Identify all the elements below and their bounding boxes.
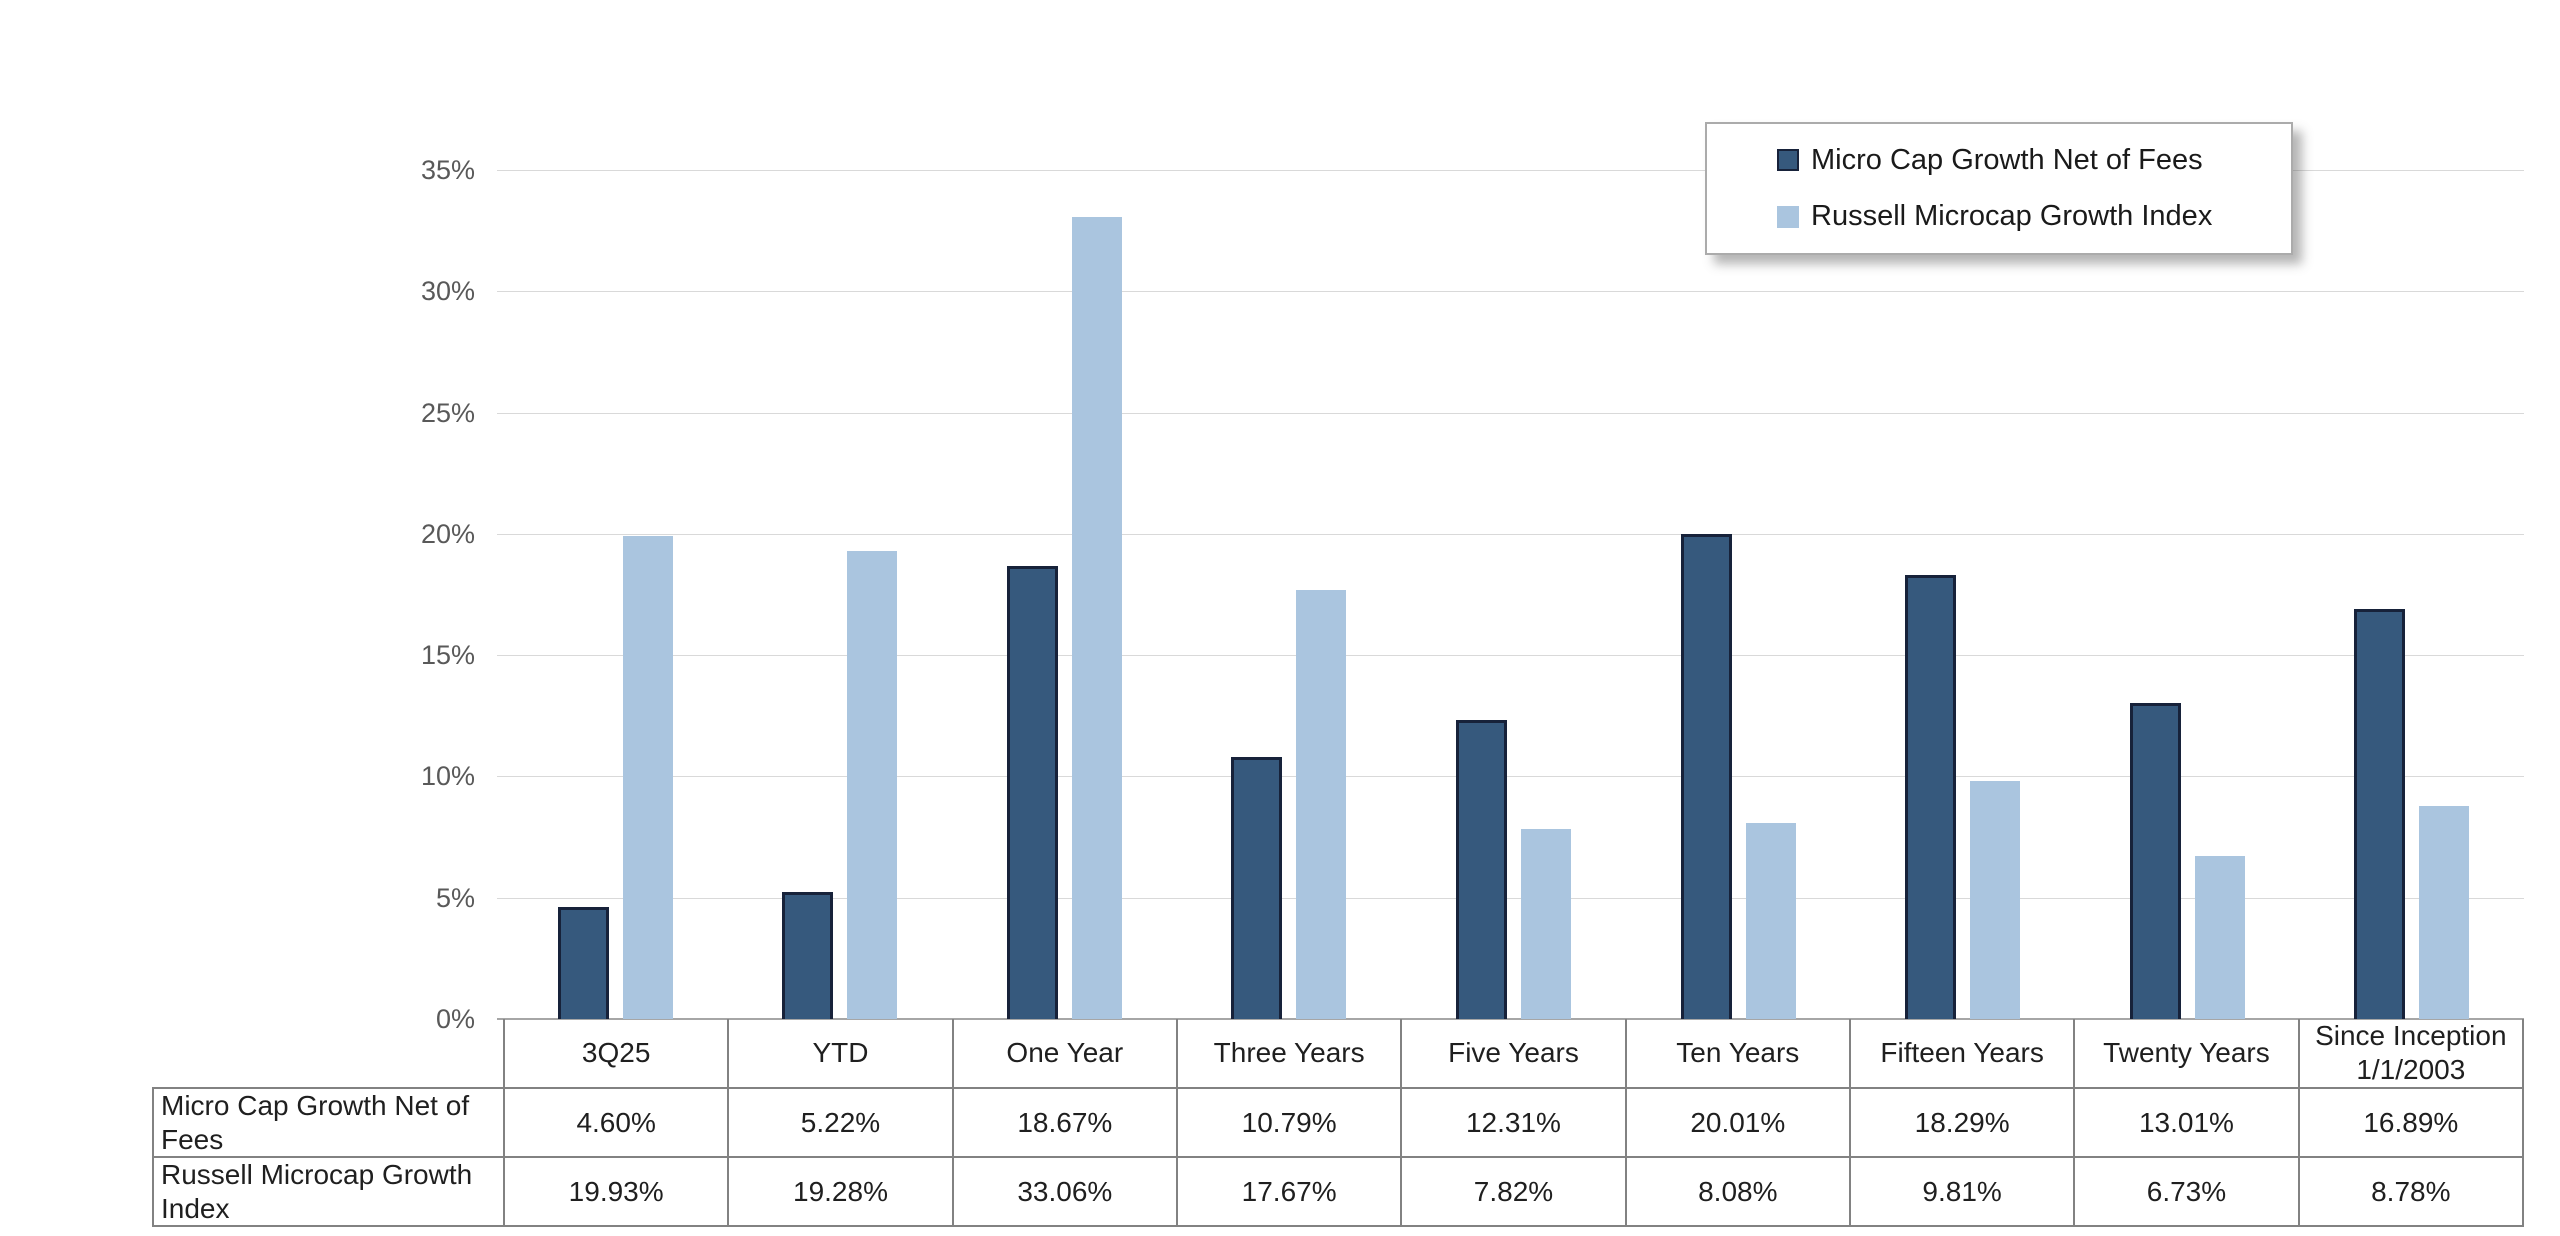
bar-russell-microcap-index — [1745, 823, 1796, 1019]
bar-group-five-years — [1456, 720, 1572, 1019]
bar-micro-cap-net-of-fees — [782, 892, 834, 1019]
table-body: Micro Cap Growth Net of Fees 4.60% 5.22% 18… — [152, 1086, 2525, 1228]
gridline-15 — [497, 655, 2524, 657]
plot-area: 0% 5% 10% 15% 20% 25% 30% 35% — [421, 0, 2524, 1034]
gridline-25 — [497, 412, 2524, 414]
table-corner-cell — [153, 1019, 504, 1088]
y-axis-tick-label: 15% — [420, 640, 475, 671]
value-cell: 19.93% — [502, 1156, 730, 1228]
bar-micro-cap-net-of-fees — [2354, 609, 2406, 1019]
column-header: YTD — [727, 1019, 954, 1089]
bar-russell-microcap-index — [2194, 855, 2245, 1019]
bar-micro-cap-net-of-fees — [2129, 703, 2181, 1019]
value-cell: 6.73% — [2073, 1156, 2300, 1228]
row-label: Micro Cap Growth Net of Fees — [152, 1086, 505, 1159]
y-axis-tick-label: 35% — [420, 155, 475, 185]
legend-item-net-of-fees: Micro Cap Growth Net of Fees — [1777, 144, 2291, 177]
bar-group-one-year — [1006, 217, 1122, 1019]
value-cell: 7.82% — [1400, 1156, 1627, 1228]
value-cell: 18.67% — [951, 1086, 1178, 1159]
value-cell: 8.78% — [2297, 1156, 2525, 1228]
legend-swatch-dark-icon — [1777, 149, 1799, 172]
value-cell: 33.06% — [951, 1156, 1178, 1228]
bar-group-ten-years — [1680, 533, 1796, 1019]
bar-russell-microcap-index — [622, 535, 673, 1019]
y-axis-tick-label: 5% — [435, 882, 475, 913]
bar-micro-cap-net-of-fees — [557, 907, 609, 1019]
bar-micro-cap-net-of-fees — [1006, 566, 1058, 1019]
value-cell: 13.01% — [2073, 1086, 2300, 1159]
bar-micro-cap-net-of-fees — [1456, 720, 1507, 1019]
gridline-5 — [497, 897, 2524, 899]
bar-group-since-inception-1-1-2003 — [2354, 609, 2470, 1019]
legend-label: Micro Cap Growth Net of Fees — [1811, 143, 2203, 176]
value-cell: 12.31% — [1400, 1086, 1627, 1159]
bar-russell-microcap-index — [1071, 217, 1122, 1019]
bar-russell-microcap-index — [1521, 829, 1571, 1019]
bar-group-fifteen-years — [1905, 575, 2021, 1019]
value-cell: 17.67% — [1175, 1156, 1403, 1228]
y-axis-tick-label: 25% — [420, 397, 475, 428]
bar-russell-microcap-index — [2419, 806, 2470, 1019]
row-label: Russell Microcap Growth Index — [152, 1156, 505, 1228]
y-axis-tick-label: 10% — [420, 761, 475, 792]
legend-label: Russell Microcap Growth Index — [1811, 200, 2213, 233]
gridline-35 — [497, 170, 2524, 171]
legend-item-russell-index: Russell Microcap Growth Index — [1777, 200, 2291, 233]
gridline-20 — [497, 533, 2524, 535]
value-cell: 8.08% — [1624, 1156, 1851, 1228]
value-cell: 18.29% — [1848, 1086, 2076, 1159]
bar-russell-microcap-index — [1296, 590, 1347, 1019]
bar-russell-microcap-index — [847, 551, 898, 1019]
legend-swatch-light-icon — [1777, 205, 1799, 228]
value-cell: 9.81% — [1848, 1156, 2076, 1228]
table-row: Russell Microcap Growth Index 19.93% 19.28… — [152, 1156, 2525, 1228]
table-header-row: 3Q25 YTD One Year Three Years Five Years Ten … — [153, 1019, 2525, 1089]
bar-micro-cap-net-of-fees — [1905, 575, 1957, 1019]
value-cell: 19.28% — [727, 1156, 954, 1228]
column-header: Since Inception 1/1/2003 — [2297, 1019, 2525, 1089]
table-row: Micro Cap Growth Net of Fees 4.60% 5.22% 18… — [152, 1086, 2525, 1159]
value-cell: 20.01% — [1624, 1086, 1851, 1159]
bar-micro-cap-net-of-fees — [1680, 533, 1732, 1019]
column-header: 3Q25 — [502, 1019, 730, 1089]
y-axis-tick-label: 0% — [435, 1004, 475, 1034]
column-header: One Year — [951, 1019, 1178, 1089]
bar-group-ytd — [782, 551, 898, 1019]
gridline-10 — [497, 776, 2524, 778]
bar-group-three-years — [1231, 590, 1347, 1019]
gridline-30 — [497, 291, 2524, 293]
performance-table: 3Q25 YTD One Year Three Years Five Years Ten … — [152, 1019, 2525, 1228]
value-cell: 5.22% — [727, 1086, 954, 1159]
value-cell: 4.60% — [502, 1086, 730, 1159]
column-header: Twenty Years — [2073, 1019, 2300, 1089]
bar-group-3q25 — [557, 535, 673, 1019]
bar-micro-cap-net-of-fees — [1231, 757, 1283, 1019]
column-header: Fifteen Years — [1848, 1019, 2076, 1089]
y-axis-tick-label: 30% — [420, 276, 475, 307]
value-cell: 10.79% — [1175, 1086, 1403, 1159]
column-header: Three Years — [1175, 1019, 1403, 1089]
value-cell: 16.89% — [2297, 1086, 2525, 1159]
y-axis-tick-label: 20% — [420, 518, 475, 549]
bar-russell-microcap-index — [1970, 781, 2021, 1019]
column-header: Ten Years — [1624, 1019, 1851, 1089]
legend: Micro Cap Growth Net of Fees Russell Mic… — [1705, 122, 2293, 255]
bar-group-twenty-years — [2129, 703, 2245, 1019]
column-header: Five Years — [1400, 1019, 1627, 1089]
